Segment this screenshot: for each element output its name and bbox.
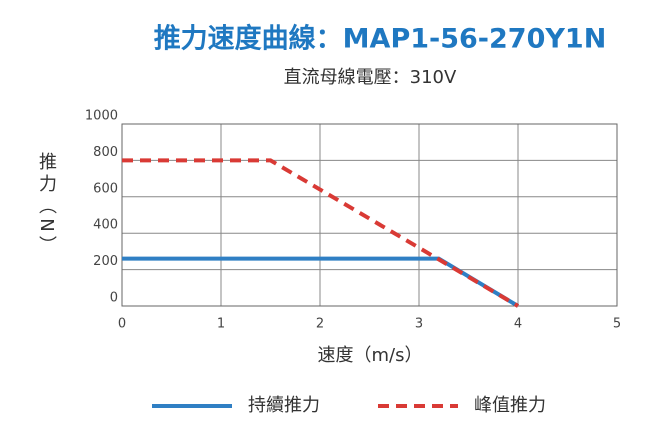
x-tick-label: 0 [118, 317, 126, 332]
chart-title: 推力速度曲線：MAP1-56-270Y1N [154, 23, 607, 55]
y-tick-label: 0 [110, 291, 118, 306]
y-axis-label: 推力（N） [36, 152, 57, 258]
x-tick-label: 3 [415, 317, 423, 332]
legend-label: 峰值推力 [474, 395, 546, 416]
x-tick-label: 1 [217, 317, 225, 332]
y-tick-label: 200 [93, 254, 118, 269]
y-tick-label: 400 [93, 218, 118, 233]
x-tick-label: 4 [514, 317, 522, 332]
x-tick-label: 2 [316, 317, 324, 332]
series-line [122, 158, 520, 308]
chart-subtitle: 直流母線電壓：310V [284, 67, 457, 88]
y-tick-label: 1000 [85, 109, 118, 124]
x-axis-label: 速度（m/s） [318, 345, 423, 366]
y-tick-label: 600 [93, 181, 118, 196]
plot-frame [121, 123, 618, 307]
legend-label: 持續推力 [248, 395, 320, 416]
x-tick-label: 5 [613, 317, 621, 332]
y-tick-label: 800 [93, 145, 118, 160]
